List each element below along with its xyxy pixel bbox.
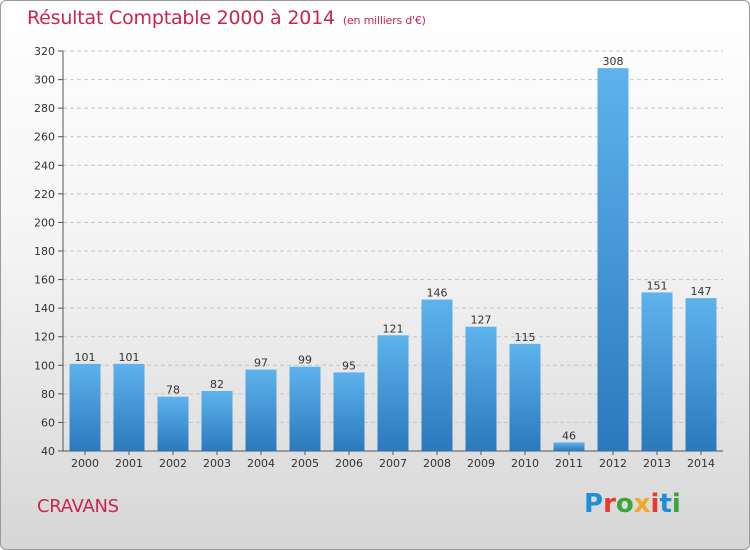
y-tick-label: 300 [34,74,55,87]
logo-letter: x [633,489,651,519]
logo-letter: r [603,489,616,519]
data-label: 147 [691,285,712,298]
y-tick-label: 100 [34,359,55,372]
x-tick-label: 2002 [159,457,187,470]
bar-2002 [157,396,189,451]
y-tick-label: 240 [34,159,55,172]
x-tick-label: 2001 [115,457,143,470]
y-tick-labels: 40 60 80 100 120 140 160 180 200 220 240 260 280 300 3… [34,45,55,458]
data-label: 146 [427,287,448,300]
x-tick-label: 2006 [335,457,363,470]
x-tick-label: 2005 [291,457,319,470]
bar-2014 [685,298,717,451]
data-label: 95 [342,359,356,372]
bar-2006 [333,372,365,451]
bar-2007 [377,335,409,451]
bar-2000 [69,363,101,451]
y-tick-label: 80 [41,388,55,401]
logo-letter: P [584,489,604,519]
y-tick-label: 320 [34,45,55,58]
logo-letter: t [659,489,672,519]
data-label: 78 [166,384,180,397]
x-tick-label: 2000 [71,457,99,470]
data-label: 46 [562,429,576,442]
bar-2009 [465,326,497,451]
bar-2012 [597,68,629,452]
data-label: 308 [603,55,624,68]
x-tick-label: 2008 [423,457,451,470]
y-tick-label: 120 [34,331,55,344]
y-tick-label: 220 [34,188,55,201]
bar-2010 [509,343,541,451]
data-label: 101 [119,351,140,364]
y-tick-label: 40 [41,445,55,458]
x-tick-label: 2013 [643,457,671,470]
data-label: 101 [75,351,96,364]
x-tick-label: 2004 [247,457,275,470]
y-tick-label: 180 [34,245,55,258]
y-tick-label: 160 [34,274,55,287]
x-tick-label: 2012 [599,457,627,470]
logo-letter: o [615,489,634,519]
x-tick-label: 2003 [203,457,231,470]
x-tick-label: 2010 [511,457,539,470]
data-label: 127 [471,314,492,327]
y-tick-label: 280 [34,102,55,115]
y-tick-label: 200 [34,216,55,229]
bars [69,68,717,452]
data-label: 97 [254,357,268,370]
bar-2011 [553,442,585,451]
x-tick-label: 2014 [687,457,715,470]
proxiti-logo: Proxiti [584,489,681,519]
x-tick-label: 2011 [555,457,583,470]
bar-2004 [245,369,277,451]
x-tick-label: 2007 [379,457,407,470]
y-tick-label: 60 [41,416,55,429]
chart-title: Résultat Comptable 2000 à 2014 (en millie… [27,7,426,29]
data-label: 115 [515,331,536,344]
bar-2001 [113,363,145,451]
chart-unit: (en milliers d'€) [342,14,426,27]
logo-letter: i [650,489,660,519]
bar-2005 [289,366,321,451]
bar-2013 [641,292,673,451]
bar-2008 [421,299,453,451]
commune-name: CRAVANS [37,496,119,517]
data-label: 99 [298,354,312,367]
y-tick-label: 260 [34,131,55,144]
x-tick-labels: 2000 2001 2002 2003 2004 2005 2006 2007 2008 2009… [71,457,715,470]
data-labels: 101 101 78 82 97 99 95 121 146 127 115 46 308 151 147 [75,55,712,442]
x-tick-label: 2009 [467,457,495,470]
data-label: 151 [647,279,668,292]
data-label: 82 [210,378,224,391]
data-label: 121 [383,322,404,335]
bar-2003 [201,391,233,451]
chart-title-text: Résultat Comptable 2000 à 2014 [27,7,335,29]
logo-letter: i [671,489,681,519]
y-tick-label: 140 [34,302,55,315]
